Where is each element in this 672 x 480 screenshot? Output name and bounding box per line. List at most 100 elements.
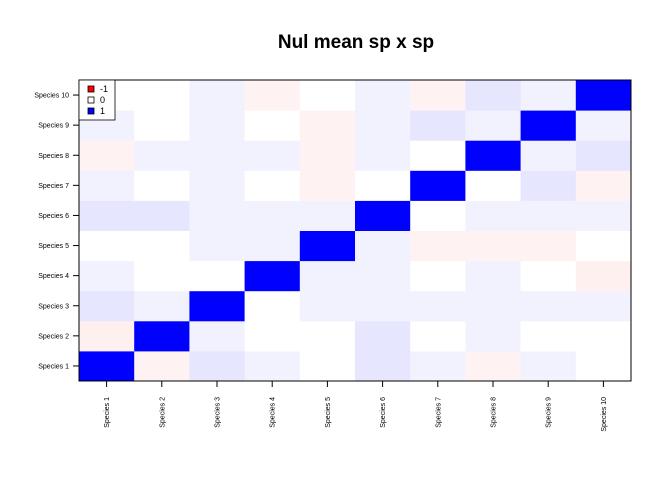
heatmap-cell <box>465 80 522 111</box>
heatmap-cell <box>189 260 246 292</box>
heatmap-cell <box>575 290 632 322</box>
heatmap-cell <box>575 140 632 171</box>
heatmap-cell <box>299 80 356 111</box>
heatmap-cell <box>134 230 190 262</box>
heatmap-cell <box>410 200 466 231</box>
heatmap-cell <box>575 200 632 231</box>
legend-box <box>78 79 116 121</box>
heatmap-cell <box>299 200 356 231</box>
heatmap-cell <box>134 290 190 322</box>
heatmap-cell <box>410 260 466 292</box>
heatmap-cell <box>189 140 246 171</box>
heatmap-cell <box>79 170 135 201</box>
x-tick-label: Species 7 <box>435 397 442 428</box>
heatmap-cell <box>134 170 190 201</box>
heatmap-cell <box>520 230 577 262</box>
heatmap-cell <box>79 230 135 262</box>
heatmap-cell <box>79 260 135 292</box>
heatmap-cell <box>79 350 135 382</box>
y-tick-label: Species 6 <box>38 213 69 220</box>
heatmap-cell <box>355 140 411 171</box>
heatmap-cell <box>355 230 411 262</box>
y-axis: Species 1 Species 2 Species 3 Species 4 Spec… <box>34 93 79 370</box>
heatmap-cell <box>355 290 411 322</box>
heatmap-cell <box>189 110 246 141</box>
heatmap-cell <box>575 320 632 352</box>
heatmap-cell <box>520 170 577 201</box>
heatmap-cell <box>189 170 246 201</box>
heatmap-cell <box>134 80 190 111</box>
x-tick-label: Species 1 <box>104 397 111 428</box>
y-tick-label: Species 8 <box>38 153 69 160</box>
heatmap-cell <box>244 260 301 292</box>
heatmap-cell <box>575 260 632 292</box>
x-tick-label: Species 9 <box>546 397 553 428</box>
legend-label: 0 <box>100 95 105 105</box>
legend-swatch <box>87 85 95 93</box>
heatmap-cell <box>520 260 577 292</box>
heatmap-cell <box>465 320 522 352</box>
heatmap-cell <box>410 80 466 111</box>
chart-title: Nul mean sp x sp <box>278 32 434 53</box>
x-tick-label: Species 3 <box>215 397 222 428</box>
heatmap-cell <box>465 110 522 141</box>
heatmap-cell <box>79 200 135 231</box>
x-tick-label: Species 5 <box>325 397 332 428</box>
y-tick-label: Species 7 <box>38 183 69 190</box>
heatmap-cell <box>520 140 577 171</box>
y-tick-label: Species 9 <box>38 123 69 130</box>
heatmap-cell <box>575 170 632 201</box>
heatmap-cell <box>134 110 190 141</box>
heatmap-cell <box>244 290 301 322</box>
heatmap-cell <box>520 200 577 231</box>
heatmap-cell <box>244 140 301 171</box>
x-tick-label: Species 8 <box>491 397 498 428</box>
heatmap-cell <box>520 80 577 111</box>
plot-border <box>78 79 632 382</box>
heatmap-cell <box>299 230 356 262</box>
heatmap-cell <box>465 140 522 171</box>
legend-label: 1 <box>100 106 105 116</box>
heatmap-cell <box>189 350 246 382</box>
y-tick-label: Species 2 <box>38 333 69 340</box>
heatmap-cell <box>244 110 301 141</box>
heatmap-cell <box>410 320 466 352</box>
heatmap-cell <box>410 140 466 171</box>
heatmap-cell <box>299 170 356 201</box>
heatmap-cell <box>355 320 411 352</box>
heatmap-cell <box>79 140 135 171</box>
heatmap-cell <box>520 290 577 322</box>
heatmap-cell <box>465 260 522 292</box>
heatmap-cell <box>189 200 246 231</box>
heatmap-cell <box>575 110 632 141</box>
y-tick-label: Species 4 <box>38 273 69 280</box>
x-tick-label: Species 2 <box>159 397 166 428</box>
y-tick-label: Species 5 <box>38 243 69 250</box>
heatmap-cell <box>244 170 301 201</box>
heatmap-cell <box>465 350 522 382</box>
heatmap-cell <box>299 290 356 322</box>
heatmap-cell <box>189 230 246 262</box>
heatmap-cell <box>355 110 411 141</box>
heatmap-cell <box>355 350 411 382</box>
heatmap-cell <box>244 230 301 262</box>
heatmap-cell <box>355 170 411 201</box>
heatmap-cell <box>410 110 466 141</box>
heatmap-cell <box>465 200 522 231</box>
heatmap-cell <box>355 200 411 231</box>
heatmap-cell <box>465 170 522 201</box>
heatmap-cell <box>134 350 190 382</box>
y-tick-label: Species 1 <box>38 363 69 370</box>
heatmap-cell <box>299 350 356 382</box>
heatmap-cell <box>134 200 190 231</box>
heatmap-cell <box>575 350 632 382</box>
heatmap-cell <box>244 350 301 382</box>
heatmap-cell <box>299 110 356 141</box>
legend: -101 <box>78 79 116 121</box>
heatmap-cell <box>520 350 577 382</box>
heatmap-cell <box>465 290 522 322</box>
heatmap-cell <box>244 80 301 111</box>
legend-label: -1 <box>100 84 108 94</box>
heatmap-cell <box>189 290 246 322</box>
